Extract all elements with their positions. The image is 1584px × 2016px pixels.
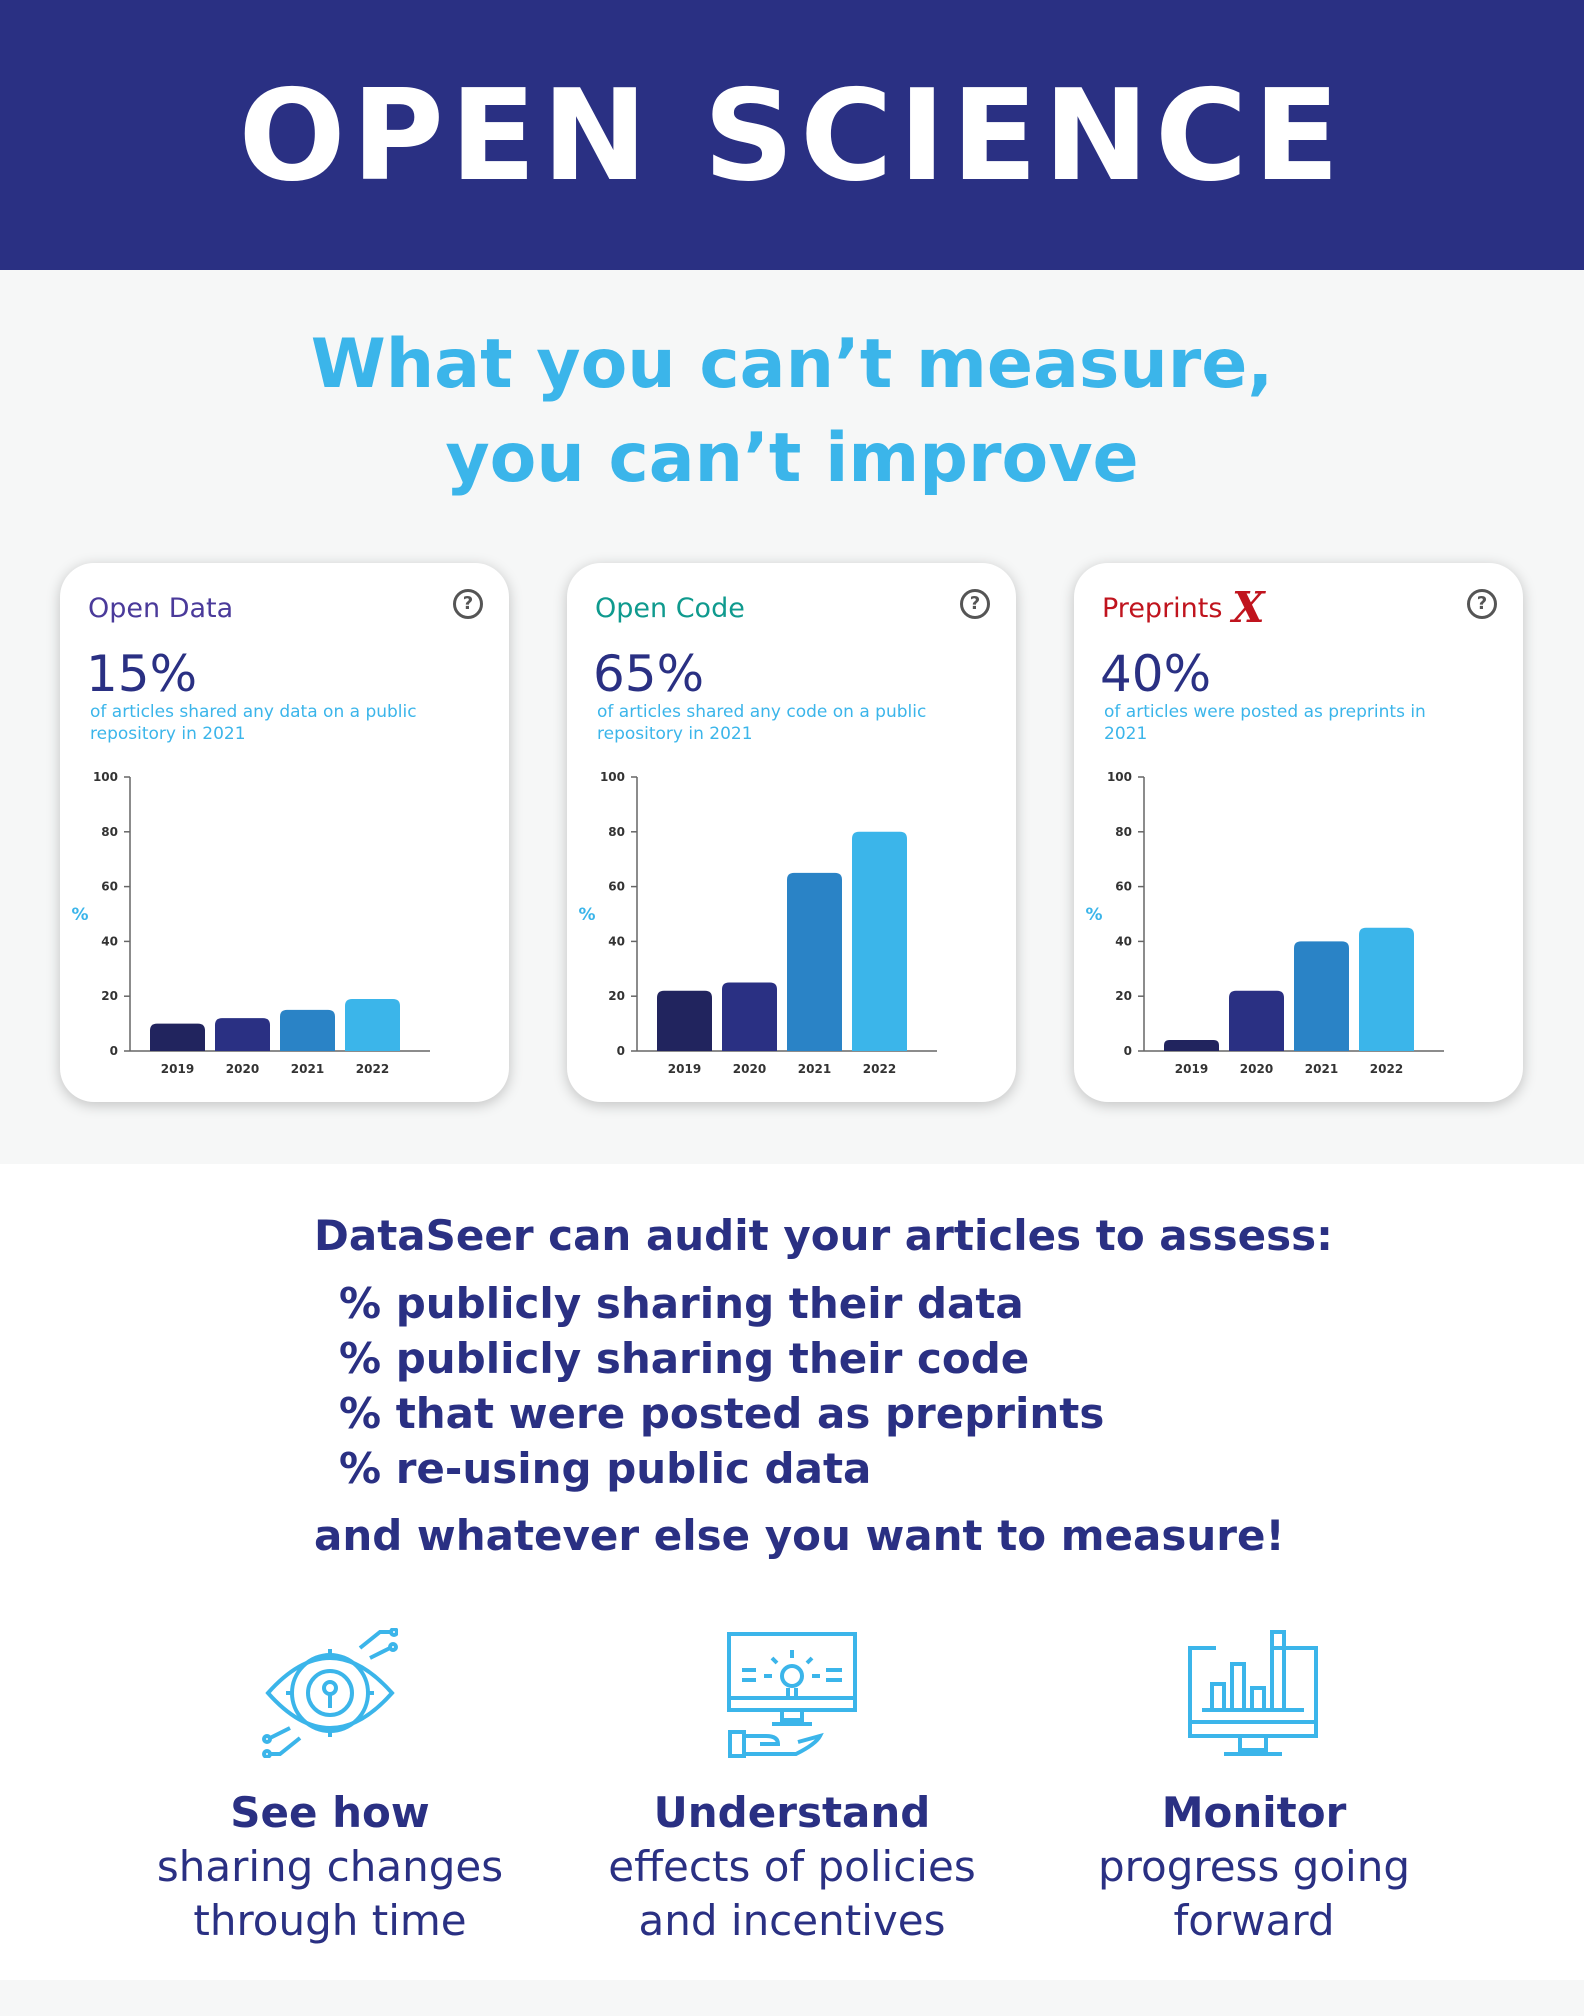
bar [722, 982, 777, 1051]
feature-line: effects of policies [608, 1842, 976, 1891]
feature-monitor: Monitor progress going forward [1024, 1786, 1484, 1948]
y-tick-label: 60 [1115, 880, 1132, 894]
y-tick-label: 100 [600, 770, 625, 784]
open-code-chart: 0 20 40 60 80 100% 2019 2020 2021 2022 [578, 770, 937, 1076]
preprints-card: 0 20 40 60 80 100% 2019 2020 2021 2022 Preprints … [1074, 563, 1523, 1102]
x-tick-label: 2021 [798, 1062, 831, 1076]
feature-understand: Understand effects of policies and incen… [562, 1786, 1022, 1948]
audit-block: DataSeer can audit your articles to asse… [314, 1208, 1333, 1564]
y-tick-label: 0 [1124, 1044, 1132, 1058]
bar [280, 1009, 335, 1051]
x-tick-label: 2020 [733, 1062, 766, 1076]
feature-title: Understand [653, 1788, 931, 1837]
audit-item: % publicly sharing their code [339, 1334, 1030, 1383]
preprints-x-logo: X [1232, 583, 1265, 632]
y-axis-label: % [1085, 905, 1102, 925]
x-tick-label: 2019 [668, 1062, 701, 1076]
x-tick-label: 2019 [1175, 1062, 1208, 1076]
y-tick-label: 40 [101, 934, 118, 948]
feature-title: See how [230, 1788, 430, 1837]
tagline-line-2: you can’t improve [445, 419, 1139, 498]
monitor-bar-chart-icon [1188, 1630, 1318, 1756]
card-description: of articles shared any code on a public … [597, 702, 927, 744]
x-tick-label: 2021 [291, 1062, 324, 1076]
bottom-strip [0, 1980, 1584, 2016]
bar [787, 872, 842, 1051]
open-data-card: 0 20 40 60 80 100% 2019 2020 2021 2022 Open Data … [60, 563, 509, 1102]
bar [657, 990, 712, 1051]
bar [1229, 990, 1284, 1051]
feature-line: through time [193, 1896, 467, 1945]
tagline-line-1: What you can’t measure, [310, 325, 1274, 404]
question-circle-icon[interactable]: ? [453, 589, 483, 619]
y-tick-label: 40 [608, 934, 625, 948]
x-tick-label: 2019 [161, 1062, 194, 1076]
y-tick-label: 20 [1115, 989, 1132, 1003]
question-circle-icon[interactable]: ? [960, 589, 990, 619]
y-tick-label: 80 [608, 825, 625, 839]
y-tick-label: 80 [101, 825, 118, 839]
y-tick-label: 100 [1107, 770, 1132, 784]
bar [345, 998, 400, 1051]
monitor-lightbulb-icon [727, 1632, 857, 1758]
feature-see-how: See how sharing changes through time [100, 1786, 560, 1948]
card-title: Preprints [1102, 593, 1223, 624]
open-data-chart: 0 20 40 60 80 100% 2019 2020 2021 2022 [71, 770, 430, 1076]
audit-item: % re-using public data [339, 1444, 872, 1493]
page-title: OPEN SCIENCE [238, 61, 1346, 209]
y-tick-label: 0 [110, 1044, 118, 1058]
question-circle-icon[interactable]: ? [1467, 589, 1497, 619]
card-value: 65% [593, 645, 705, 703]
audit-item: % publicly sharing their data [339, 1279, 1024, 1328]
x-tick-label: 2022 [863, 1062, 896, 1076]
y-tick-label: 100 [93, 770, 118, 784]
audit-section [0, 1164, 1584, 1980]
header-banner: OPEN SCIENCE [0, 0, 1584, 270]
x-tick-label: 2020 [226, 1062, 259, 1076]
y-tick-label: 80 [1115, 825, 1132, 839]
feature-line: forward [1173, 1896, 1335, 1945]
card-title: Open Data [88, 593, 234, 624]
tagline: What you can’t measure, you can’t improv… [0, 318, 1584, 506]
eye-gear-icon [262, 1628, 398, 1758]
feature-line: sharing changes [156, 1842, 504, 1891]
y-tick-label: 60 [608, 880, 625, 894]
open-code-card: 0 20 40 60 80 100% 2019 2020 2021 2022 Open Code … [567, 563, 1016, 1102]
bar [150, 1023, 205, 1051]
card-description: of articles were posted as preprints in … [1104, 702, 1426, 744]
y-tick-label: 0 [617, 1044, 625, 1058]
card-title: Open Code [595, 593, 745, 624]
feature-title: Monitor [1161, 1788, 1347, 1837]
feature-line: and incentives [638, 1896, 946, 1945]
x-tick-label: 2020 [1240, 1062, 1273, 1076]
y-tick-label: 20 [608, 989, 625, 1003]
card-value: 15% [86, 645, 198, 703]
y-tick-label: 60 [101, 880, 118, 894]
audit-footer: and whatever else you want to measure! [314, 1511, 1285, 1560]
x-tick-label: 2022 [1370, 1062, 1403, 1076]
bar [1359, 927, 1414, 1051]
x-tick-label: 2021 [1305, 1062, 1338, 1076]
y-axis-label: % [578, 905, 595, 925]
bar [215, 1018, 270, 1051]
audit-list: % publicly sharing their data % publicly… [339, 1276, 1333, 1496]
card-value: 40% [1100, 645, 1212, 703]
y-tick-label: 20 [101, 989, 118, 1003]
audit-item: % that were posted as preprints [339, 1389, 1105, 1438]
bar [1294, 941, 1349, 1051]
y-axis-label: % [71, 905, 88, 925]
audit-heading: DataSeer can audit your articles to asse… [314, 1211, 1333, 1260]
y-tick-label: 40 [1115, 934, 1132, 948]
card-description: of articles shared any data on a public … [90, 702, 417, 744]
bar [1164, 1040, 1219, 1051]
feature-line: progress going [1098, 1842, 1410, 1891]
preprints-chart: 0 20 40 60 80 100% 2019 2020 2021 2022 [1085, 770, 1444, 1076]
x-tick-label: 2022 [356, 1062, 389, 1076]
bar [852, 831, 907, 1051]
